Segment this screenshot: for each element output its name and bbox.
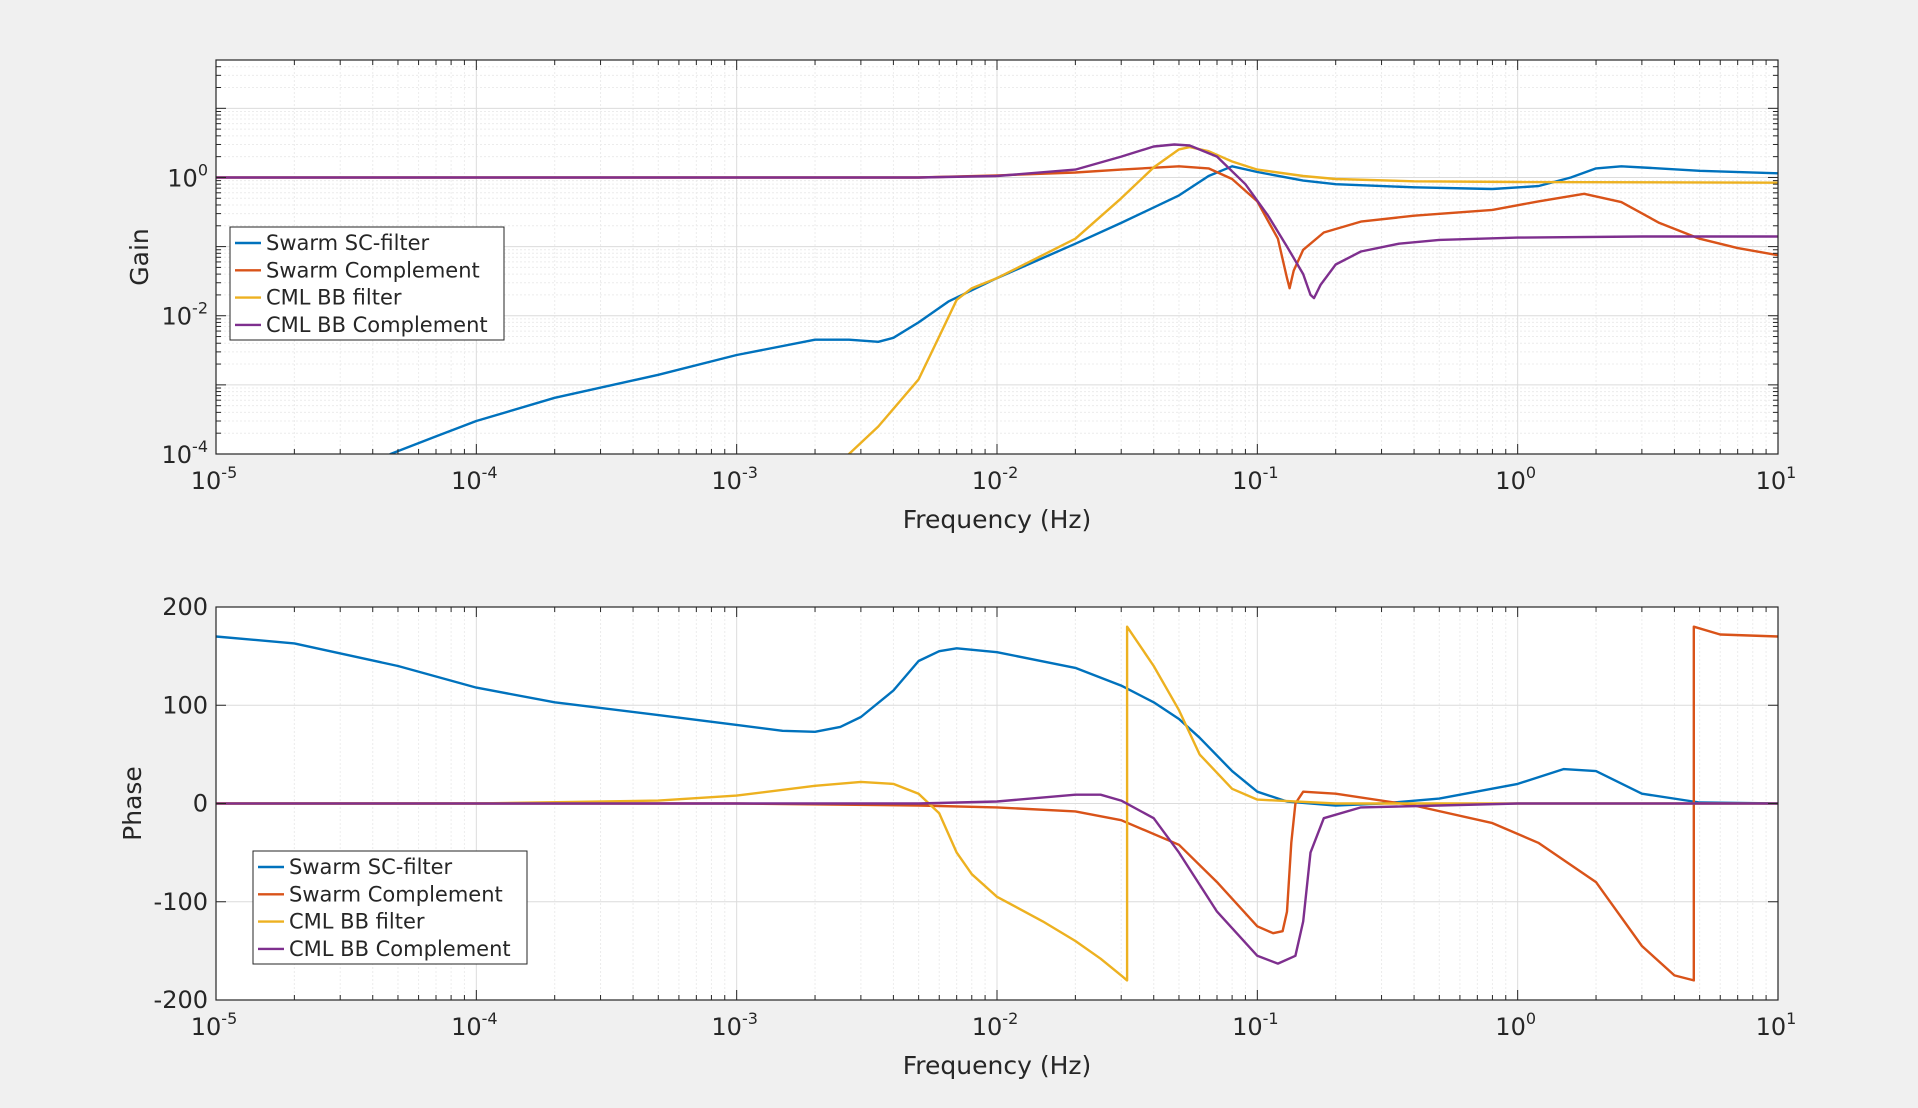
x-tick-exponent: -4 (482, 463, 498, 482)
legend-label: CML BB Complement (289, 937, 511, 961)
x-tick-base: 10 (191, 1013, 222, 1041)
series-line-cml-bb-filter (216, 625, 1778, 982)
y-axis-title: Gain (125, 228, 154, 285)
ticks (215, 59, 1779, 455)
legend: Swarm SC-filter Swarm Complement CML BB fi… (252, 850, 528, 965)
x-axis-title: Frequency (Hz) (903, 1051, 1092, 1080)
y-tick-label: -100 (154, 888, 208, 916)
series-line-cml-bb-complement (216, 143, 1778, 300)
y-tick-exponent: -4 (192, 437, 208, 456)
x-tick-exponent: 0 (1526, 463, 1536, 482)
x-tick-exponent: -3 (742, 463, 758, 482)
legend-box (252, 850, 528, 965)
series-line-swarm-sc-filter (389, 165, 1778, 454)
y-tick-base: 10 (167, 164, 198, 192)
x-tick-exponent: -2 (1002, 463, 1018, 482)
x-tick-base: 10 (1232, 1013, 1263, 1041)
y-tick-exponent: 0 (198, 160, 208, 179)
x-tick-labels: 10-5 10-4 10-3 10-2 10-1 100 101 (191, 1009, 1797, 1041)
x-tick-label: 100 (1495, 463, 1536, 495)
x-tick-label: 10-3 (711, 463, 758, 495)
y-tick-label: 10-2 (162, 299, 209, 331)
y-tick-label: 100 (162, 691, 208, 719)
y-tick-label: 10-4 (162, 437, 209, 469)
y-tick-exponent: -2 (192, 299, 208, 318)
x-tick-base: 10 (972, 467, 1003, 495)
x-tick-label: 10-1 (1232, 1009, 1279, 1041)
x-tick-exponent: -1 (1263, 463, 1279, 482)
y-tick-labels: -200 -100 0 100 200 (154, 593, 208, 1014)
x-tick-exponent: 1 (1786, 463, 1796, 482)
x-tick-label: 10-1 (1232, 463, 1279, 495)
x-tick-label: 10-4 (451, 463, 498, 495)
x-tick-base: 10 (711, 1013, 742, 1041)
legend-label: Swarm Complement (289, 882, 503, 906)
chart-phase: 10-5 10-4 10-3 10-2 10-1 100 101-200-100010020… (118, 593, 1796, 1080)
x-tick-label: 10-2 (972, 463, 1019, 495)
legend-label: CML BB filter (266, 286, 402, 310)
x-tick-label: 10-5 (191, 463, 238, 495)
legend-label: Swarm Complement (266, 258, 480, 282)
x-tick-base: 10 (191, 467, 222, 495)
y-tick-base: 10 (162, 303, 193, 331)
legend-label: Swarm SC-filter (266, 231, 430, 255)
y-axis-title: Phase (118, 766, 147, 841)
x-tick-label: 100 (1495, 1009, 1536, 1041)
series-line-cml-bb-filter (847, 145, 1778, 454)
x-tick-label: 101 (1756, 463, 1797, 495)
x-tick-base: 10 (451, 467, 482, 495)
series-line-swarm-complement (216, 625, 1778, 982)
legend-label: Swarm SC-filter (289, 855, 453, 879)
x-tick-base: 10 (1495, 467, 1526, 495)
legend-label: CML BB Complement (266, 313, 488, 337)
series-line-swarm-complement (216, 165, 1778, 290)
x-tick-exponent: -5 (221, 463, 237, 482)
x-tick-labels: 10-5 10-4 10-3 10-2 10-1 100 101 (191, 463, 1797, 495)
x-tick-exponent: -3 (742, 1009, 758, 1028)
x-tick-label: 10-4 (451, 1009, 498, 1041)
x-axis-title: Frequency (Hz) (903, 505, 1092, 534)
x-tick-base: 10 (1232, 467, 1263, 495)
x-tick-exponent: 1 (1786, 1009, 1796, 1028)
y-tick-label: 0 (193, 790, 208, 818)
x-tick-exponent: -1 (1263, 1009, 1279, 1028)
x-tick-base: 10 (1756, 1013, 1787, 1041)
series-line-swarm-sc-filter (216, 635, 1778, 807)
series-line-cml-bb-complement (216, 793, 1778, 965)
x-tick-exponent: -4 (482, 1009, 498, 1028)
x-tick-exponent: -2 (1002, 1009, 1018, 1028)
legend-label: CML BB filter (289, 910, 425, 934)
x-tick-base: 10 (711, 467, 742, 495)
y-tick-label: 100 (167, 160, 208, 192)
x-tick-base: 10 (1495, 1013, 1526, 1041)
series-group (216, 143, 1778, 454)
x-tick-label: 10-2 (972, 1009, 1019, 1041)
y-tick-base: 10 (162, 441, 193, 469)
x-tick-label: 101 (1756, 1009, 1797, 1041)
ticks (215, 606, 1779, 1001)
x-tick-label: 10-3 (711, 1009, 758, 1041)
legend-box (229, 226, 505, 341)
x-tick-base: 10 (1756, 467, 1787, 495)
chart-gain: 10-5 10-4 10-3 10-2 10-1 100 10110-410-2100Fre… (125, 59, 1797, 534)
x-tick-base: 10 (972, 1013, 1003, 1041)
legend: Swarm SC-filter Swarm Complement CML BB fi… (229, 226, 505, 341)
x-tick-label: 10-5 (191, 1009, 238, 1041)
series-group (216, 625, 1778, 982)
y-tick-label: -200 (154, 986, 208, 1014)
x-tick-base: 10 (451, 1013, 482, 1041)
x-tick-exponent: 0 (1526, 1009, 1536, 1028)
x-tick-exponent: -5 (221, 1009, 237, 1028)
y-tick-label: 200 (162, 593, 208, 621)
